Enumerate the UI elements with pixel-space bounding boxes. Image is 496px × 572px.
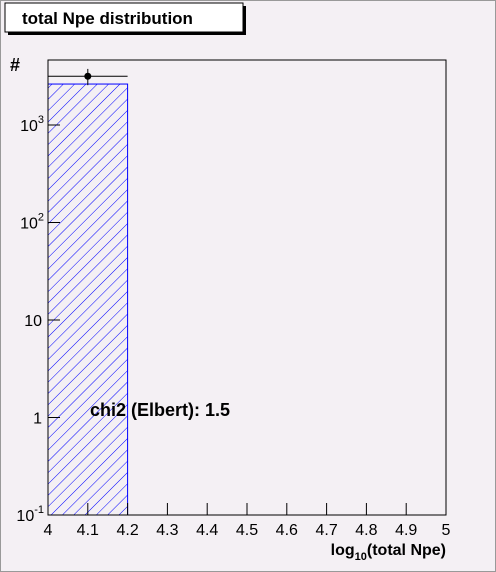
y-tick-label: 103: [20, 114, 44, 135]
y-tick-exponent: 3: [38, 114, 44, 126]
x-tick-label: 4.6: [276, 522, 298, 539]
annotation: chi2 (Elbert): 1.5: [90, 400, 230, 420]
y-tick-label: 10: [24, 313, 42, 330]
chart-title: total Npe distribution: [22, 9, 193, 28]
x-label-sub: 10: [355, 551, 367, 563]
x-tick-label: 4.9: [395, 522, 417, 539]
x-tick-label: 4.7: [315, 522, 337, 539]
y-tick-base: 10: [16, 508, 34, 525]
y-tick-exponent: 2: [38, 211, 44, 223]
y-axis-label: #: [10, 55, 20, 75]
y-tick-label: 1: [33, 410, 42, 427]
x-tick-label: 4.4: [196, 522, 218, 539]
x-tick-label: 4.3: [156, 522, 178, 539]
y-tick-base: 10: [20, 118, 38, 135]
y-tick-label: 10-1: [16, 504, 44, 525]
title-box: [4, 2, 244, 33]
x-tick-label: 4.8: [355, 522, 377, 539]
x-tick-label: 4.5: [236, 522, 258, 539]
data-point: [84, 72, 92, 80]
histogram-bar: [47, 83, 129, 516]
x-tick-label: 4.2: [116, 522, 138, 539]
x-label-part: log: [331, 542, 355, 559]
x-tick-label: 4.1: [77, 522, 99, 539]
x-tick-label: 5: [442, 522, 451, 539]
y-tick-base: 10: [20, 215, 38, 232]
y-tick-exponent: -1: [34, 504, 44, 516]
x-label-part: (total Npe): [367, 542, 446, 559]
x-tick-label: 4: [44, 522, 53, 539]
x-axis-label: log10(total Npe): [331, 542, 446, 563]
y-tick-label: 102: [20, 211, 44, 232]
